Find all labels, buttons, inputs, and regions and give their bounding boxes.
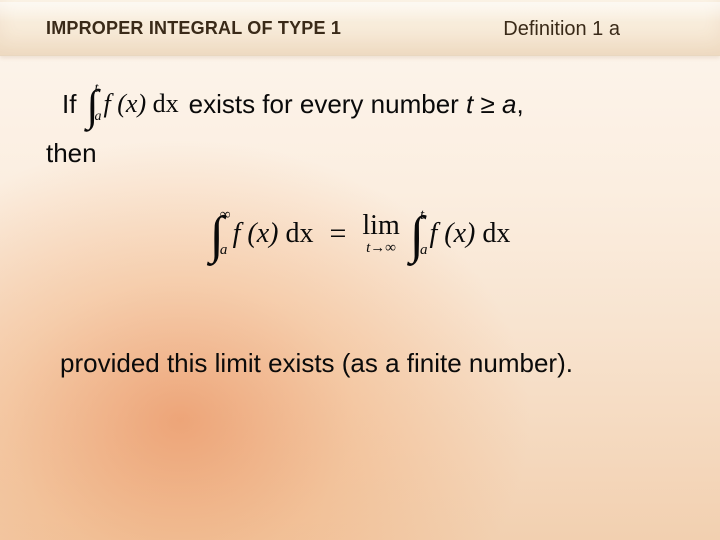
limit-label: lim bbox=[362, 211, 399, 240]
if-line: If ∫ t a f (x) dx exists for every numbe… bbox=[62, 80, 680, 128]
integral-sign-icon: ∫ bbox=[410, 210, 424, 266]
exists-prefix: exists for every number bbox=[189, 89, 466, 119]
formula-row: ∫ ∞ a f (x) dx = lim t→∞ ∫ t a f (x) dx bbox=[0, 206, 720, 262]
then-label: then bbox=[46, 138, 97, 169]
integrand-dx: dx bbox=[146, 89, 179, 118]
integrand-right: f (x) dx bbox=[429, 218, 510, 250]
slide-section-title: IMPROPER INTEGRAL OF TYPE 1 bbox=[46, 18, 341, 39]
integrand-fx: f (x) bbox=[104, 89, 147, 118]
limit-block: lim t→∞ bbox=[362, 211, 399, 256]
integral-left: ∫ ∞ a f (x) dx bbox=[210, 206, 314, 262]
equals-sign: = bbox=[323, 217, 352, 251]
integrand-right-fx: f (x) bbox=[429, 218, 475, 249]
if-label: If bbox=[62, 89, 76, 120]
integrand: f (x) dx bbox=[104, 89, 179, 119]
integral-sign-icon: ∫ bbox=[210, 210, 224, 266]
integral-right: ∫ t a f (x) dx bbox=[410, 206, 511, 262]
integrand-right-dx: dx bbox=[475, 218, 510, 249]
slide-definition-label: Definition 1 a bbox=[503, 18, 620, 41]
exists-suffix: , bbox=[516, 89, 523, 119]
header-bar: IMPROPER INTEGRAL OF TYPE 1 Definition 1… bbox=[0, 0, 720, 56]
limit-subscript: t→∞ bbox=[366, 241, 396, 257]
integrand-left: f (x) dx bbox=[233, 218, 314, 250]
integral-sign-icon: ∫ bbox=[86, 84, 98, 132]
slide-content: If ∫ t a f (x) dx exists for every numbe… bbox=[0, 56, 720, 540]
integral-small: ∫ t a f (x) dx bbox=[86, 80, 178, 128]
exists-text: exists for every number t ≥ a, bbox=[189, 89, 524, 120]
t-ge-a: t ≥ a bbox=[466, 89, 516, 119]
provided-text: provided this limit exists (as a finite … bbox=[60, 348, 690, 379]
integrand-left-dx: dx bbox=[278, 218, 313, 249]
integrand-left-fx: f (x) bbox=[233, 218, 279, 249]
